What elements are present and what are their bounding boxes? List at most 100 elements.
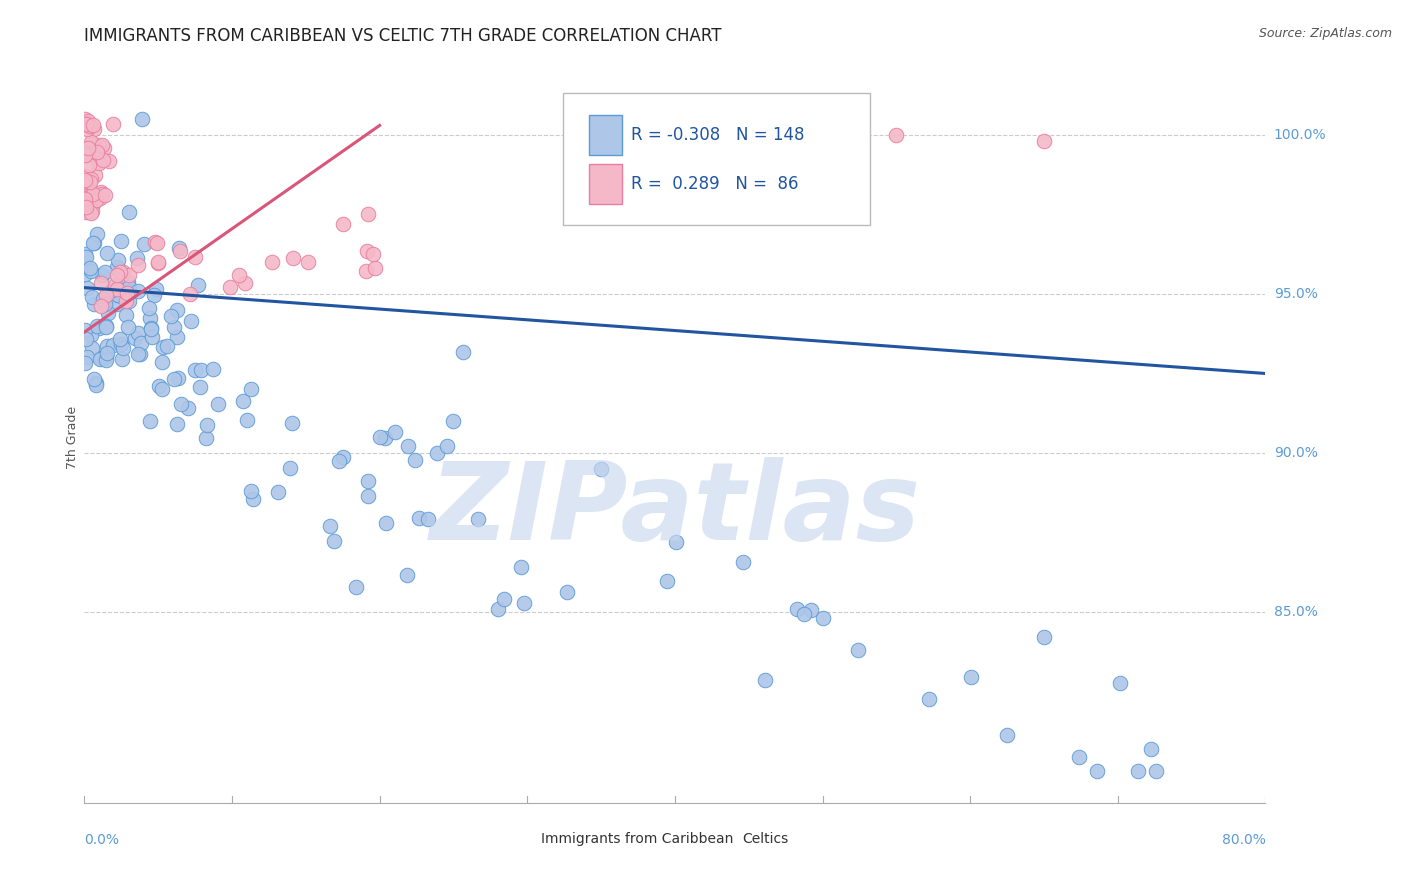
Point	[77, 147, 100, 161]
Point	[139, 310, 162, 325]
Point	[146, 256, 169, 270]
Point	[75, 356, 97, 370]
Point	[90, 277, 112, 291]
Point	[357, 475, 380, 489]
Point	[83, 122, 105, 136]
Point	[76, 281, 98, 295]
Point	[357, 207, 380, 221]
Point	[129, 346, 152, 360]
Text: ZIPatlas: ZIPatlas	[429, 458, 921, 563]
Point	[166, 302, 188, 317]
Point	[754, 673, 776, 687]
Point	[105, 260, 128, 274]
Point	[83, 190, 105, 204]
Point	[77, 141, 100, 155]
Point	[75, 205, 97, 219]
Point	[101, 337, 124, 351]
Point	[83, 297, 105, 311]
Text: 85.0%: 85.0%	[1274, 605, 1317, 619]
Point	[94, 353, 117, 368]
Point	[118, 205, 141, 219]
Point	[357, 489, 380, 503]
Point	[170, 396, 193, 410]
Point	[451, 345, 474, 359]
Point	[426, 446, 449, 460]
Point	[396, 439, 419, 453]
Point	[104, 277, 127, 292]
Point	[375, 516, 398, 530]
Point	[91, 153, 114, 168]
Point	[1128, 764, 1150, 778]
Point	[80, 341, 103, 355]
Point	[118, 268, 141, 282]
Point	[1033, 134, 1056, 148]
Point	[186, 278, 208, 293]
Point	[83, 372, 105, 386]
Point	[1144, 764, 1167, 778]
Point	[131, 112, 153, 126]
Point	[84, 168, 107, 182]
Point	[811, 611, 834, 625]
Text: R = -0.308   N = 148: R = -0.308 N = 148	[631, 126, 804, 144]
Point	[80, 264, 103, 278]
Point	[1085, 764, 1108, 778]
Point	[156, 339, 179, 353]
Y-axis label: 7th Grade: 7th Grade	[66, 406, 79, 468]
Point	[846, 643, 869, 657]
Point	[89, 351, 111, 366]
Point	[1140, 741, 1163, 756]
Point	[166, 417, 188, 431]
Point	[150, 355, 173, 369]
Point	[169, 244, 191, 258]
Point	[96, 318, 118, 333]
Point	[93, 188, 115, 202]
Point	[114, 309, 136, 323]
Point	[90, 185, 112, 199]
Point	[79, 183, 101, 197]
Text: 0.0%: 0.0%	[84, 833, 120, 847]
Point	[396, 567, 419, 582]
Point	[127, 326, 149, 340]
Point	[184, 250, 207, 264]
Point	[731, 555, 754, 569]
Point	[127, 251, 149, 265]
Point	[107, 296, 129, 310]
Point	[513, 596, 536, 610]
Point	[75, 247, 97, 261]
Point	[80, 137, 103, 152]
Bar	[589, 115, 621, 155]
Point	[195, 418, 218, 433]
Bar	[503, 825, 533, 854]
Text: Celtics: Celtics	[742, 832, 789, 847]
Point	[82, 118, 104, 132]
Point	[94, 287, 117, 301]
Point	[207, 397, 229, 411]
Point	[281, 252, 304, 266]
Point	[166, 330, 188, 344]
Point	[82, 235, 104, 250]
Point	[75, 268, 97, 282]
Point	[1033, 631, 1056, 645]
Point	[80, 206, 103, 220]
Point	[408, 510, 430, 524]
Point	[167, 371, 190, 385]
Point	[82, 197, 104, 211]
Text: Immigrants from Caribbean: Immigrants from Caribbean	[541, 832, 734, 847]
Point	[117, 320, 139, 334]
Point	[233, 276, 256, 290]
Point	[118, 280, 141, 294]
Point	[134, 236, 156, 251]
Point	[96, 339, 118, 353]
Point	[75, 200, 97, 214]
Text: IMMIGRANTS FROM CARIBBEAN VS CELTIC 7TH GRADE CORRELATION CHART: IMMIGRANTS FROM CARIBBEAN VS CELTIC 7TH …	[84, 27, 721, 45]
Point	[87, 321, 110, 335]
Bar	[589, 164, 621, 204]
Point	[665, 535, 688, 549]
Point	[73, 194, 96, 209]
Point	[664, 144, 686, 158]
Point	[332, 217, 354, 231]
Point	[436, 439, 458, 453]
Point	[75, 332, 97, 346]
Point	[332, 450, 354, 464]
Point	[73, 112, 96, 127]
